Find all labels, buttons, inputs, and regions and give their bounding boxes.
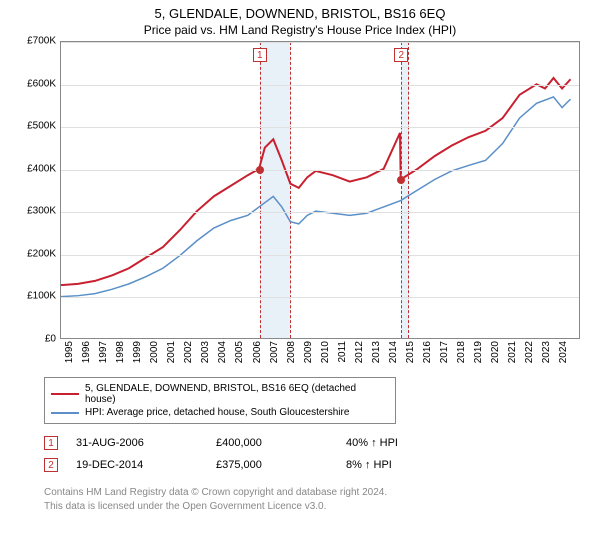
y-axis-label: £500K — [27, 121, 56, 132]
legend-label: HPI: Average price, detached house, Sout… — [85, 407, 349, 418]
x-axis-label: 2006 — [252, 341, 263, 363]
footer-attribution: Contains HM Land Registry data © Crown c… — [44, 486, 600, 513]
x-axis-label: 1997 — [98, 341, 109, 363]
chart-title: 5, GLENDALE, DOWNEND, BRISTOL, BS16 6EQ — [0, 0, 600, 21]
x-axis-label: 2016 — [422, 341, 433, 363]
gridline — [61, 170, 579, 171]
x-axis-label: 2017 — [439, 341, 450, 363]
legend: 5, GLENDALE, DOWNEND, BRISTOL, BS16 6EQ … — [44, 377, 396, 424]
x-axis-label: 2004 — [217, 341, 228, 363]
legend-row: 5, GLENDALE, DOWNEND, BRISTOL, BS16 6EQ … — [51, 382, 389, 406]
x-axis-label: 2015 — [405, 341, 416, 363]
x-axis-label: 2024 — [558, 341, 569, 363]
sale-row-delta: 40% ↑ HPI — [346, 437, 398, 449]
sale-badge: 1 — [253, 48, 267, 62]
gridline — [61, 127, 579, 128]
footer-line-1: Contains HM Land Registry data © Crown c… — [44, 486, 600, 500]
legend-label: 5, GLENDALE, DOWNEND, BRISTOL, BS16 6EQ … — [85, 383, 389, 405]
x-axis-label: 2008 — [286, 341, 297, 363]
x-axis-label: 2000 — [149, 341, 160, 363]
gridline — [61, 297, 579, 298]
footer-line-2: This data is licensed under the Open Gov… — [44, 500, 600, 514]
sale-marker — [256, 166, 264, 174]
sale-row: 1 31-AUG-2006£400,00040% ↑ HPI — [44, 432, 600, 454]
x-axis-label: 2013 — [371, 341, 382, 363]
x-axis-label: 2021 — [507, 341, 518, 363]
sale-row-number: 2 — [44, 458, 58, 472]
x-axis-label: 2018 — [456, 341, 467, 363]
gridline — [61, 42, 579, 43]
sale-row: 2 19-DEC-2014£375,0008% ↑ HPI — [44, 454, 600, 476]
x-axis-label: 2001 — [166, 341, 177, 363]
x-axis-label: 2011 — [337, 341, 348, 363]
x-axis-label: 1995 — [64, 341, 75, 363]
gridline — [61, 85, 579, 86]
sale-row-date: 31-AUG-2006 — [76, 437, 216, 449]
x-axis-label: 2014 — [388, 341, 399, 363]
gridline — [61, 212, 579, 213]
plot-area: 12 — [60, 41, 580, 339]
x-axis-label: 1996 — [81, 341, 92, 363]
sales-list: 1 31-AUG-2006£400,00040% ↑ HPI 2 19-DEC-201… — [44, 432, 600, 476]
legend-swatch — [51, 412, 79, 414]
x-axis-label: 2019 — [473, 341, 484, 363]
x-axis-label: 2022 — [524, 341, 535, 363]
sale-row-price: £400,000 — [216, 437, 346, 449]
gridline — [61, 255, 579, 256]
y-axis-label: £100K — [27, 291, 56, 302]
sale-badge: 2 — [394, 48, 408, 62]
sale-row-date: 19-DEC-2014 — [76, 459, 216, 471]
y-axis-label: £400K — [27, 163, 56, 174]
y-axis-label: £600K — [27, 78, 56, 89]
sale-row-price: £375,000 — [216, 459, 346, 471]
x-axis-label: 2012 — [354, 341, 365, 363]
x-axis-label: 2007 — [269, 341, 280, 363]
x-axis-label: 1998 — [115, 341, 126, 363]
chart-area: 12 £0£100K£200K£300K£400K£500K£600K£700K… — [34, 41, 594, 371]
x-axis-label: 1999 — [132, 341, 143, 363]
x-axis-label: 2010 — [320, 341, 331, 363]
chart-subtitle: Price paid vs. HM Land Registry's House … — [0, 21, 600, 41]
legend-swatch — [51, 393, 79, 395]
y-axis-label: £200K — [27, 248, 56, 259]
legend-row: HPI: Average price, detached house, Sout… — [51, 406, 389, 419]
x-axis-label: 2020 — [490, 341, 501, 363]
x-axis-label: 2003 — [200, 341, 211, 363]
line-layer — [61, 42, 579, 338]
x-axis-label: 2005 — [234, 341, 245, 363]
sale-marker — [397, 176, 405, 184]
y-axis-label: £300K — [27, 206, 56, 217]
sale-row-number: 1 — [44, 436, 58, 450]
x-axis-label: 2009 — [303, 341, 314, 363]
sale-row-delta: 8% ↑ HPI — [346, 459, 392, 471]
x-axis-label: 2023 — [541, 341, 552, 363]
y-axis-label: £0 — [45, 334, 56, 345]
y-axis-label: £700K — [27, 36, 56, 47]
x-axis-label: 2002 — [183, 341, 194, 363]
chart-container: 5, GLENDALE, DOWNEND, BRISTOL, BS16 6EQ … — [0, 0, 600, 560]
